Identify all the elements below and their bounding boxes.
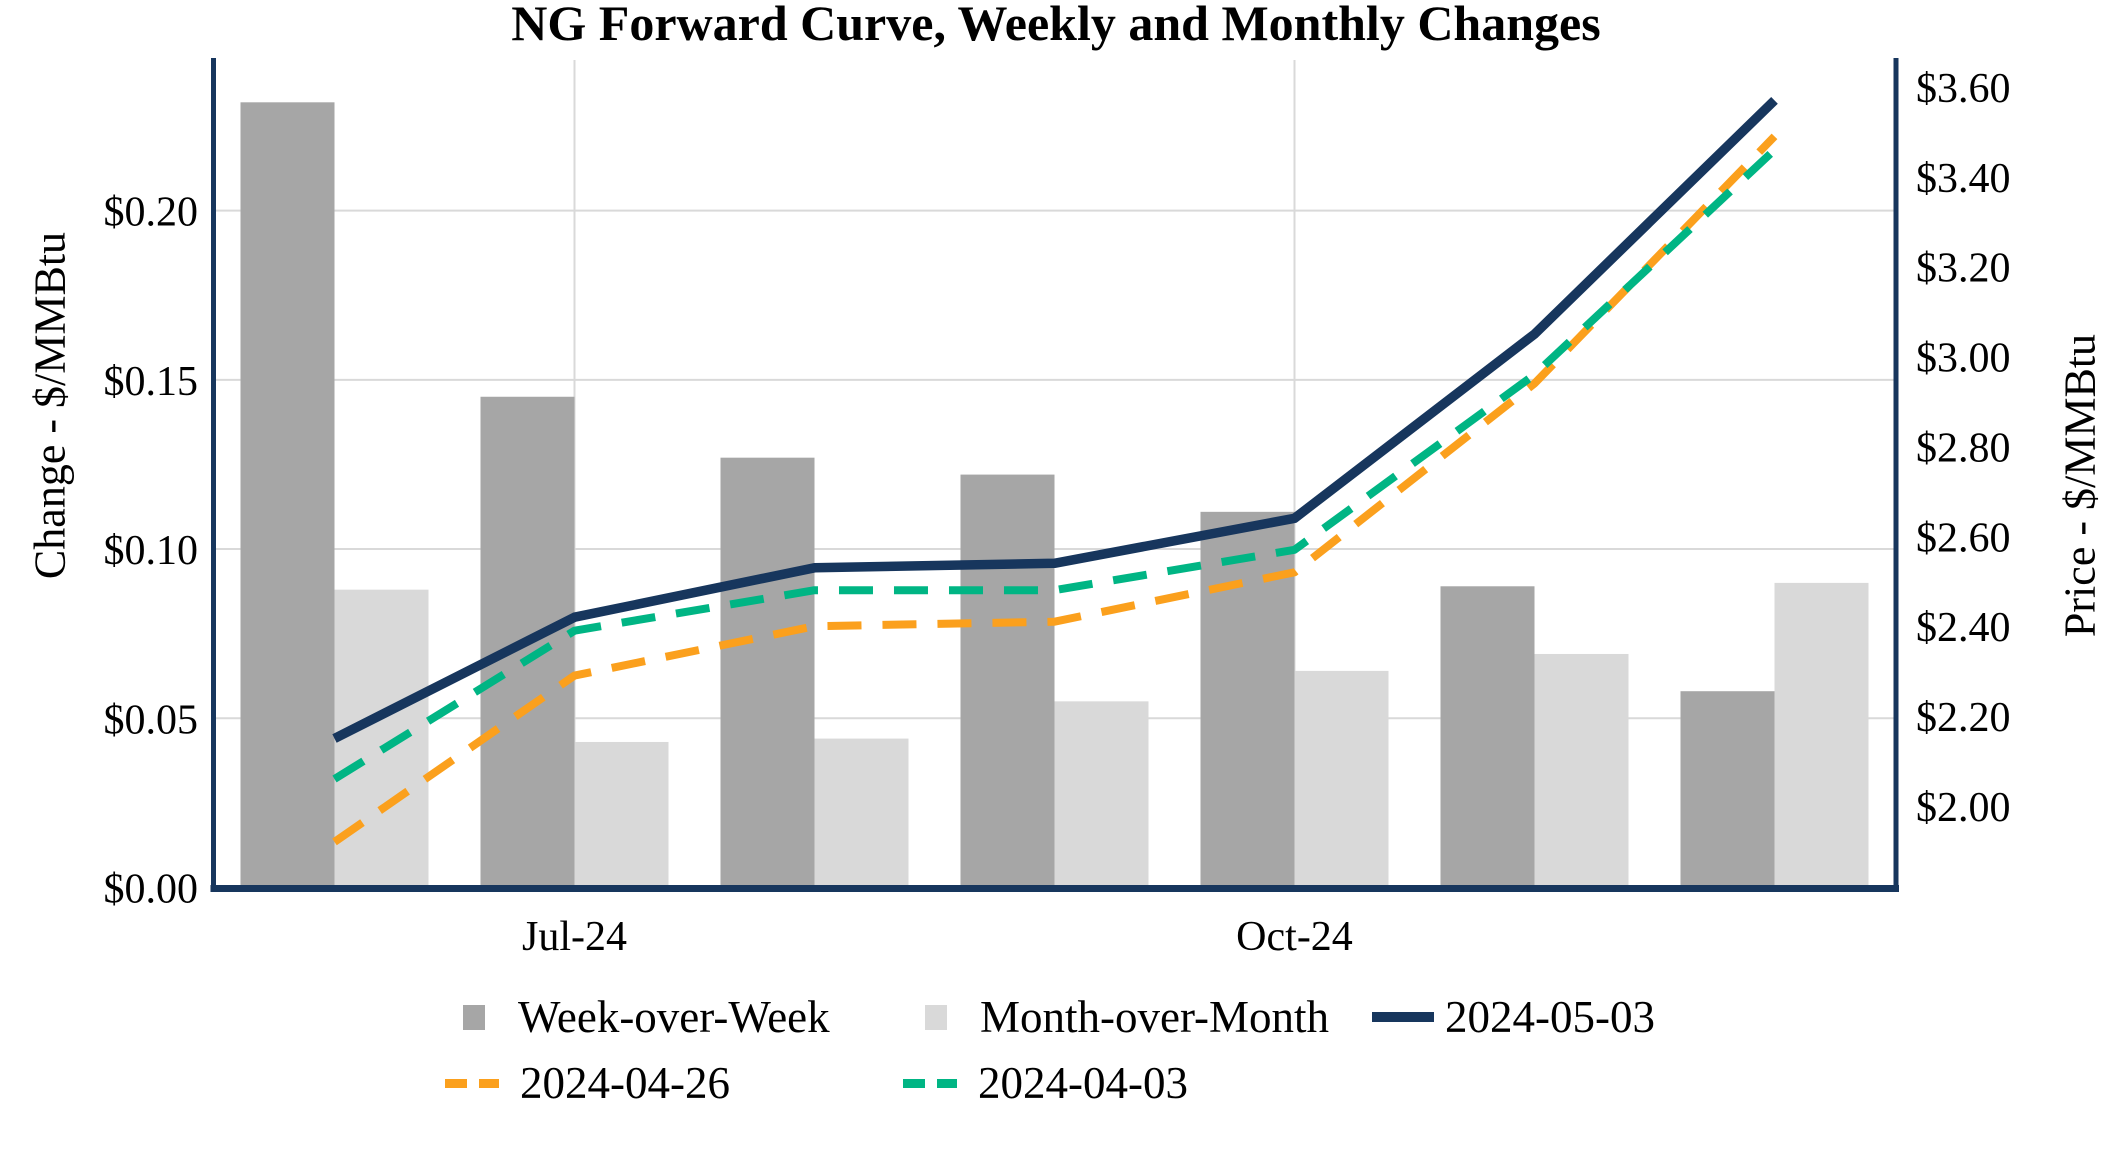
bar-month-over-month: [1774, 582, 1869, 888]
left-axis-tick-label: $0.00: [104, 867, 199, 913]
chart-title: NG Forward Curve, Weekly and Monthly Cha…: [511, 0, 1601, 51]
line-2024-04-03: [332, 146, 1778, 783]
bar-month-over-month: [334, 589, 429, 888]
line-2024-05-03: [332, 96, 1778, 743]
left-axis-tick-label: $0.05: [104, 697, 199, 743]
bar-week-over-week: [960, 474, 1055, 888]
right-axis-tick-label: $3.60: [1916, 66, 2011, 112]
bar-month-over-month: [814, 738, 909, 888]
right-axis-tick-label: $2.20: [1916, 695, 2011, 741]
line-2024-04-26: [332, 133, 1778, 846]
bar-week-over-week: [1440, 586, 1535, 888]
right-axis-tick-label: $2.00: [1916, 785, 2011, 831]
right-axis-tick-label: $3.00: [1916, 336, 2011, 382]
x-axis-tick-label: Jul-24: [522, 914, 627, 960]
right-axis-tick-label: $3.20: [1916, 246, 2011, 292]
right-axis-tick-label: $3.40: [1916, 156, 2011, 202]
bar-month-over-month: [1294, 670, 1389, 888]
bar-week-over-week: [1200, 511, 1295, 888]
bar-week-over-week: [240, 102, 335, 888]
right-axis-tick-label: $2.80: [1916, 425, 2011, 471]
bar-month-over-month: [1534, 653, 1629, 888]
right-axis-tick-label: $2.40: [1916, 605, 2011, 651]
bar-week-over-week: [720, 457, 815, 888]
bar-week-over-week: [1680, 691, 1775, 888]
bar-month-over-month: [574, 741, 669, 888]
left-axis-tick-label: $0.20: [104, 190, 199, 236]
right-axis-tick-label: $2.60: [1916, 515, 2011, 561]
left-axis-tick-label: $0.15: [104, 359, 199, 405]
x-axis-tick-label: Oct-24: [1236, 914, 1353, 960]
left-axis-tick-label: $0.10: [104, 528, 199, 574]
bar-month-over-month: [1054, 701, 1149, 888]
